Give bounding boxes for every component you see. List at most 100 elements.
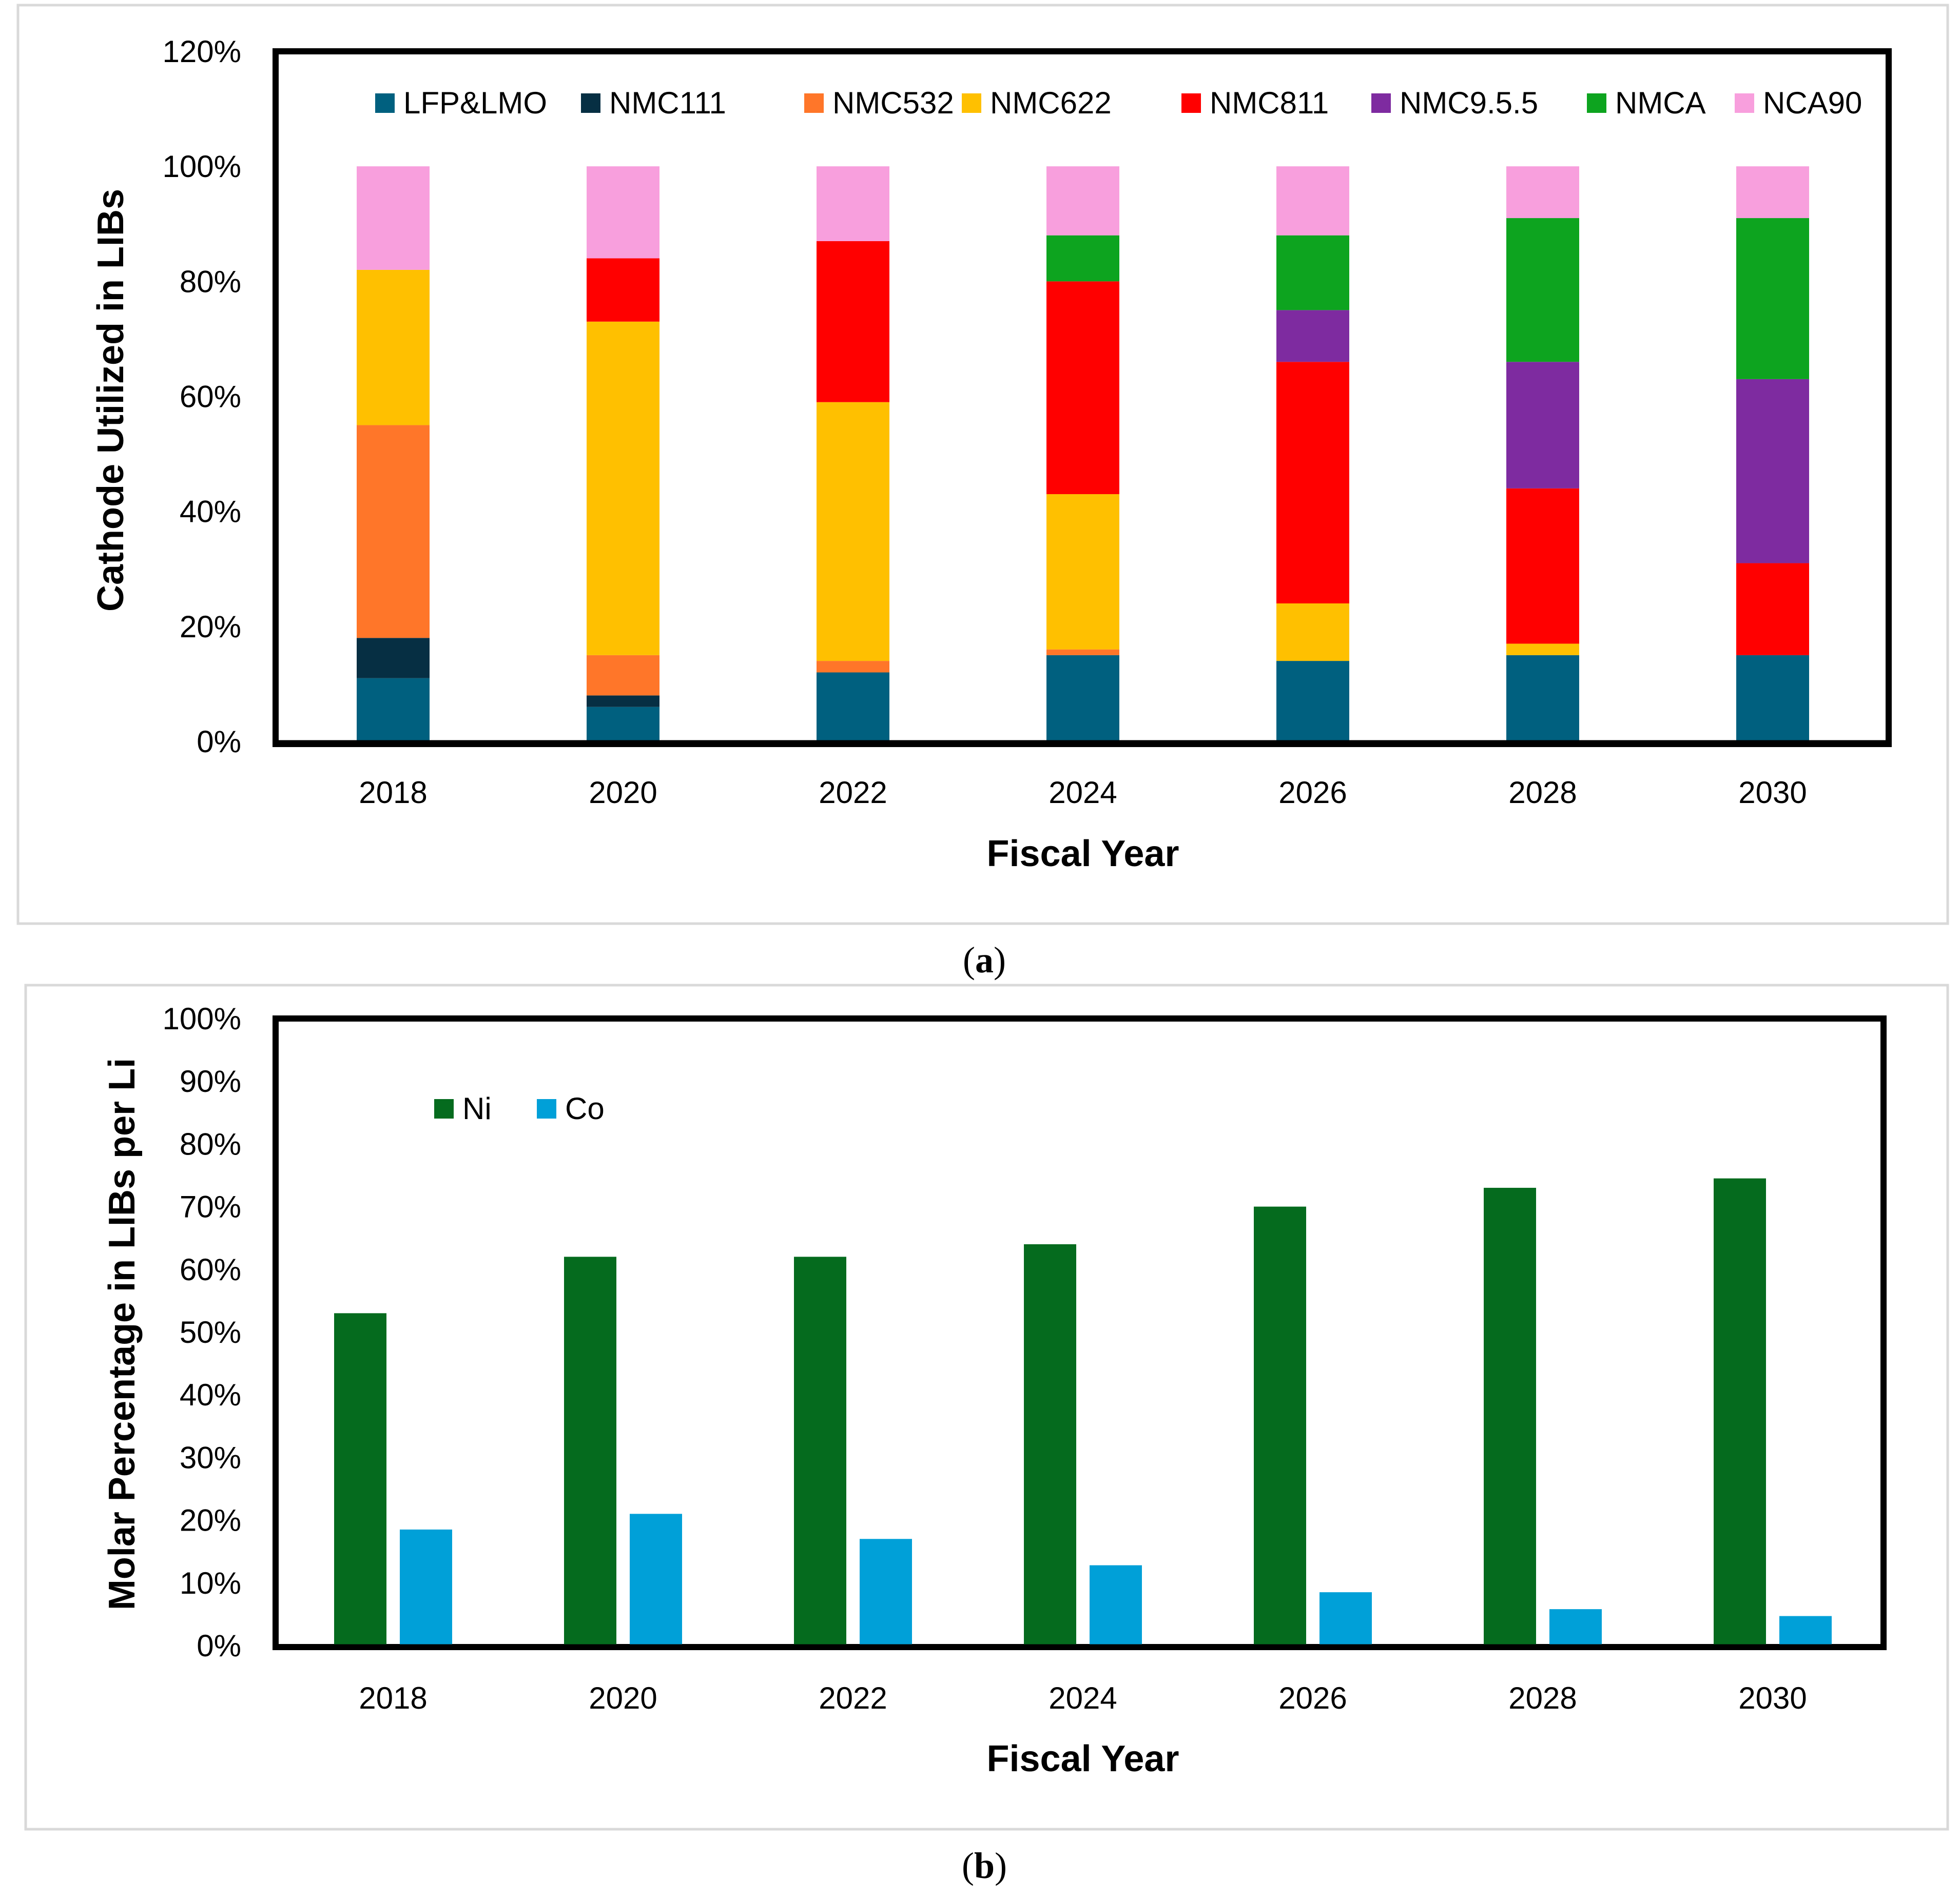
bar-ni-2018: [334, 1313, 386, 1646]
bar-segment-nca90-2022: [817, 166, 889, 241]
bar-segment-nca90-2018: [357, 166, 430, 270]
bar-co-2030: [1779, 1616, 1832, 1646]
chart-a-y-tick-label: 120%: [163, 34, 241, 69]
bar-co-2024: [1090, 1565, 1142, 1646]
chart-b-x-tick-label: 2020: [589, 1681, 657, 1715]
chart-b-y-tick-label: 60%: [180, 1252, 241, 1287]
chart-b-x-tick-label: 2026: [1278, 1681, 1347, 1715]
bar-segment-nmc622-2020: [587, 321, 659, 655]
bar-ni-2026: [1254, 1206, 1306, 1646]
bar-segment-nmc811-2024: [1046, 281, 1119, 495]
bar-segment-nmc9-5-5-2030: [1736, 379, 1809, 563]
bar-segment-nca90-2030: [1736, 166, 1809, 219]
bar-segment-nmca-2030: [1736, 218, 1809, 379]
chart-a-x-ticks: 2018 2020 2022 2024 2026 2028 2030: [359, 775, 1807, 810]
bar-ni-2024: [1024, 1244, 1076, 1646]
bar-segment-nmc9-5-5-2028: [1506, 362, 1579, 488]
legend-swatch-nca90: [1735, 93, 1754, 113]
legend-swatch-nmc111: [581, 93, 600, 113]
bar-segment-nmc532-2022: [817, 661, 889, 673]
bar-ni-2028: [1484, 1187, 1536, 1646]
bar-segment-nmc622-2018: [357, 269, 430, 425]
bar-segment-nca90-2020: [587, 166, 659, 259]
chart-a-x-tick-label: 2030: [1738, 775, 1807, 810]
bar-segment-nmc622-2026: [1276, 603, 1349, 661]
bar-segment-lfp-lmo-2018: [357, 678, 430, 741]
chart-b-legend: Ni Co: [434, 1091, 605, 1126]
chart-b-y-axis-title: Molar Percentage in LIBs per Li: [102, 1058, 143, 1610]
legend-swatch-nmc622: [962, 93, 981, 113]
bar-segment-nmc532-2018: [357, 425, 430, 638]
chart-b-x-axis-title: Fiscal Year: [987, 1738, 1179, 1779]
legend-swatch-nmc532: [804, 93, 824, 113]
chart-b-caption-letter: b: [974, 1845, 995, 1886]
legend-swatch-nmc9-5-5: [1371, 93, 1391, 113]
chart-a-bars: [357, 166, 1809, 741]
chart-b-y-tick-label: 10%: [180, 1566, 241, 1600]
chart-a-y-tick-label: 40%: [180, 495, 241, 529]
bar-segment-nmc9-5-5-2026: [1276, 310, 1349, 362]
legend-swatch-nmca: [1587, 93, 1606, 113]
legend-label-nmc111: NMC111: [609, 86, 726, 120]
bar-segment-nmc111-2018: [357, 638, 430, 678]
chart-b-y-tick-label: 100%: [163, 1002, 241, 1036]
bar-ni-2020: [564, 1257, 616, 1646]
legend-label-nmc532: NMC532: [832, 86, 954, 120]
chart-a-x-tick-label: 2026: [1278, 775, 1347, 810]
bar-co-2026: [1319, 1592, 1372, 1646]
bar-segment-nmc811-2026: [1276, 362, 1349, 603]
bar-ni-2030: [1714, 1178, 1766, 1646]
chart-a-y-tick-label: 0%: [197, 725, 241, 759]
chart-a-y-tick-label: 60%: [180, 380, 241, 414]
legend-swatch-nmc811: [1181, 93, 1201, 113]
chart-b-y-tick-label: 0%: [197, 1629, 241, 1663]
bar-segment-lfp-lmo-2030: [1736, 655, 1809, 741]
bar-co-2018: [400, 1529, 452, 1646]
legend-swatch-lfp-lmo: [375, 93, 395, 113]
chart-b-panel: 0%10%20%30%40%50%60%70%80%90%100% 2018 20…: [24, 984, 1949, 1831]
chart-b-plot-frame: [273, 1015, 1887, 1650]
bar-segment-nca90-2026: [1276, 166, 1349, 236]
chart-b-x-tick-label: 2030: [1738, 1681, 1807, 1715]
legend-label-nmc9-5-5: NMC9.5.5: [1400, 86, 1538, 120]
chart-a-y-tick-label: 20%: [180, 610, 241, 644]
chart-a-x-tick-label: 2028: [1508, 775, 1577, 810]
bar-segment-nca90-2028: [1506, 166, 1579, 219]
legend-label-ni: Ni: [462, 1091, 492, 1126]
chart-a-y-axis-title: Cathode Utilized in LIBs: [90, 189, 131, 612]
chart-a-legend: LFP&LMO NMC111 NMC532 NMC622 NMC811 NMC9.5.5 N…: [375, 86, 1862, 120]
bar-segment-nmc532-2024: [1046, 649, 1119, 655]
bar-segment-nca90-2024: [1046, 166, 1119, 236]
legend-label-nmc622: NMC622: [990, 86, 1112, 120]
legend-swatch-co: [537, 1099, 556, 1119]
bar-segment-nmca-2024: [1046, 235, 1119, 282]
bar-segment-nmca-2028: [1506, 218, 1579, 362]
bar-segment-nmc811-2022: [817, 241, 889, 402]
chart-a-x-tick-label: 2022: [819, 775, 887, 810]
legend-label-nmc811: NMC811: [1210, 86, 1329, 120]
bar-segment-nmc811-2030: [1736, 563, 1809, 655]
chart-b-y-tick-label: 90%: [180, 1064, 241, 1099]
bar-segment-nmc622-2024: [1046, 494, 1119, 650]
bar-segment-nmc811-2028: [1506, 488, 1579, 644]
chart-b-y-tick-label: 80%: [180, 1127, 241, 1161]
chart-a-y-tick-label: 80%: [180, 264, 241, 299]
chart-b-x-tick-label: 2022: [819, 1681, 887, 1715]
chart-b-x-tick-label: 2028: [1508, 1681, 1577, 1715]
bar-ni-2022: [794, 1257, 846, 1646]
chart-b-x-tick-label: 2018: [359, 1681, 427, 1715]
bar-segment-lfp-lmo-2028: [1506, 655, 1579, 741]
chart-a-y-tick-label: 100%: [163, 149, 241, 184]
bar-segment-lfp-lmo-2020: [587, 707, 659, 741]
chart-b-y-tick-label: 50%: [180, 1315, 241, 1349]
bar-co-2020: [630, 1514, 682, 1646]
legend-label-co: Co: [565, 1091, 605, 1126]
bar-segment-lfp-lmo-2024: [1046, 655, 1119, 741]
chart-a-x-tick-label: 2020: [589, 775, 657, 810]
bar-co-2022: [860, 1539, 912, 1646]
bar-segment-nmc811-2020: [587, 258, 659, 322]
chart-b-y-tick-label: 20%: [180, 1503, 241, 1538]
chart-b-caption: (b): [962, 1845, 1007, 1886]
bar-segment-nmc111-2020: [587, 695, 659, 707]
